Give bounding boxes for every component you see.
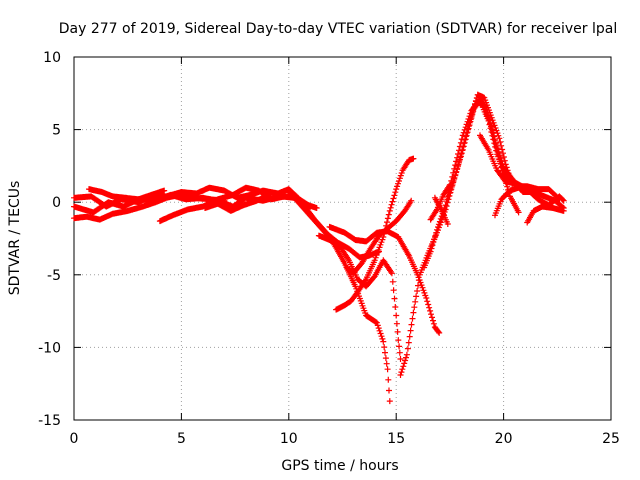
data-marker-path (71, 191, 228, 223)
y-tick-label: 5 (52, 123, 61, 139)
tick-labels: 0 5 10 15 20 25 -15 -10 -5 0 5 10 (38, 50, 620, 447)
x-tick-label: 20 (495, 431, 513, 447)
data-marker-path (343, 197, 415, 277)
x-tick-label: 10 (280, 431, 298, 447)
series-track-19 (492, 184, 522, 219)
x-tick-label: 15 (387, 431, 405, 447)
data-marker-path (492, 184, 522, 219)
y-axis-label: SDTVAR / TECUs (7, 181, 23, 296)
y-tick-label: 10 (43, 50, 61, 66)
series-track-04 (86, 186, 168, 203)
chart-title: Day 277 of 2019, Sidereal Day-to-day VTE… (59, 21, 617, 37)
series-track-10 (326, 223, 443, 336)
series-track-12 (333, 155, 417, 313)
series-track-03 (71, 191, 228, 223)
y-tick-label: 0 (52, 195, 61, 211)
data-marker-path (477, 132, 567, 209)
data-marker-path (524, 203, 567, 226)
data-marker-path (285, 189, 382, 261)
data-points (71, 91, 567, 405)
axis-ticks (73, 56, 612, 421)
x-tick-label: 0 (70, 431, 79, 447)
data-marker-path (333, 155, 417, 313)
data-marker-path (326, 223, 443, 336)
data-marker-path (290, 193, 393, 405)
data-marker-path (397, 91, 516, 378)
plot-frame (73, 56, 612, 421)
x-axis-label: GPS time / hours (281, 458, 398, 474)
series-track-11 (343, 197, 415, 277)
series-track-06 (202, 191, 273, 214)
series-track-08 (290, 193, 393, 405)
data-marker-path (202, 191, 273, 214)
data-marker-path (431, 194, 451, 227)
series-track-13 (397, 91, 516, 378)
x-tick-label: 25 (602, 431, 620, 447)
series-track-17 (477, 132, 567, 209)
x-tick-label: 5 (177, 431, 186, 447)
series-track-07 (285, 189, 382, 261)
grid-lines (74, 57, 611, 420)
y-tick-label: -5 (47, 268, 61, 284)
series-track-18 (524, 203, 567, 226)
y-tick-label: -15 (38, 413, 61, 429)
data-marker-path (86, 186, 168, 203)
y-tick-label: -10 (38, 340, 61, 356)
series-track-21 (431, 194, 451, 227)
